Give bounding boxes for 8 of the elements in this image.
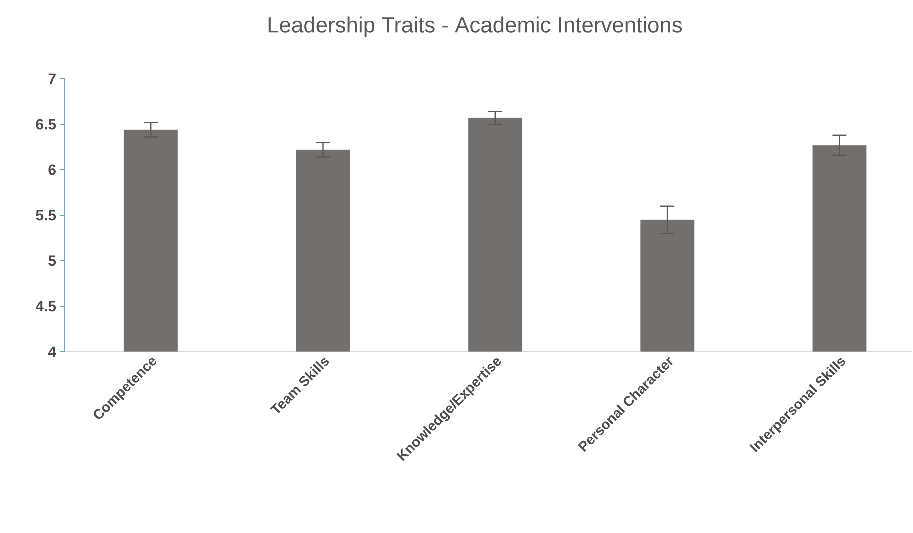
y-tick-label: 5 xyxy=(48,256,56,266)
y-tick-label: 5.5 xyxy=(36,210,56,221)
y-tick-label: 6 xyxy=(48,164,56,176)
chart-title: Leadership Traits - Academic Interventions xyxy=(268,16,682,38)
y-tick-label: 6.5 xyxy=(36,119,56,130)
y-tick-label: 7 xyxy=(48,74,56,84)
y-tick-label: 4.5 xyxy=(36,301,56,312)
y-tick-label: 4 xyxy=(48,346,56,358)
